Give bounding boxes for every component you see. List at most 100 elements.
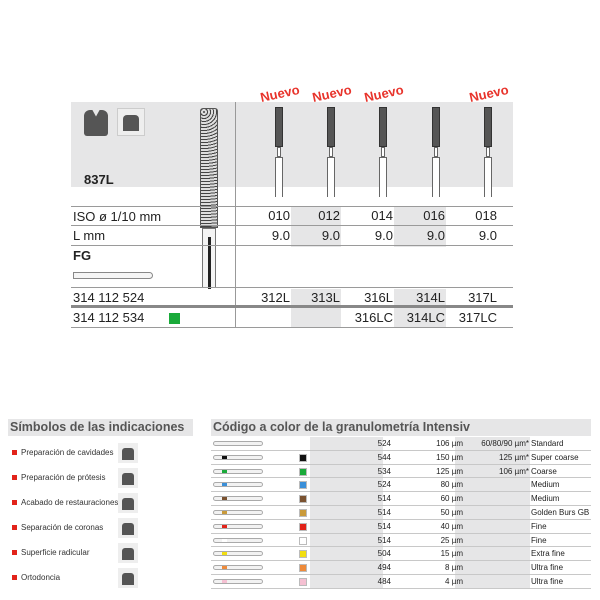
grit-size: 15 µm <box>440 549 463 559</box>
grit-name: Medium <box>531 480 560 490</box>
iso-value: 014 <box>371 208 393 223</box>
grit-name: Super coarse <box>531 452 579 462</box>
grit-size: 106 µm <box>436 439 463 448</box>
shank-color-icon <box>213 441 263 446</box>
indication-item: Superficie radicular <box>12 548 89 557</box>
cavity-prep-icon <box>118 443 138 463</box>
grit-size: 25 µm <box>440 535 463 545</box>
color-swatch <box>299 467 307 476</box>
grit-name: Coarse <box>531 466 557 476</box>
ref2-value <box>236 308 290 328</box>
ref1-value: 314L <box>416 290 445 305</box>
ref2-value <box>290 308 340 328</box>
orthodontics-icon <box>118 568 138 588</box>
indication-item: Acabado de restauraciones <box>12 498 118 507</box>
indication-label: Preparación de prótesis <box>21 473 106 482</box>
ref1-label: 314 112 524 <box>73 290 145 305</box>
grit-name: Ultra fine <box>531 563 564 573</box>
granulometry-row: 484 4 µm Ultra fine <box>211 575 591 589</box>
granulometry-row: 514 50 µm Golden Burs GB <box>211 506 591 520</box>
iso-value: 010 <box>268 208 290 223</box>
grit-name: Golden Burs GB <box>531 508 590 517</box>
length-row: L mm <box>71 226 513 246</box>
color-swatch <box>299 495 307 504</box>
ref2-label: 314 112 534 <box>73 310 145 325</box>
color-swatch <box>299 564 307 573</box>
grit-size: 8 µm <box>445 563 463 573</box>
shank-color-icon <box>213 523 263 529</box>
granulometry-row: 544 150 µm 125 µm* Super coarse <box>211 451 591 465</box>
alt-column-band <box>455 437 530 589</box>
bullet-icon <box>12 575 17 580</box>
shank-color-icon <box>213 454 263 460</box>
grit-code: 524 <box>377 439 391 448</box>
indication-label: Ortodoncia <box>21 573 61 582</box>
grit-code: 514 <box>377 508 391 517</box>
ref1-value: 312L <box>261 290 290 305</box>
grit-size: 50 µm <box>440 508 463 517</box>
grit-size: 4 µm <box>445 577 463 586</box>
shaded-column <box>394 207 446 247</box>
grit-alt-size: 106 µm* <box>499 466 529 476</box>
length-value: 9.0 <box>478 228 497 243</box>
ref2-value: 316LC <box>354 310 393 325</box>
grit-alt-size: 125 µm* <box>499 452 529 462</box>
grit-code: 534 <box>377 466 391 476</box>
grit-name: Fine <box>531 521 547 531</box>
indication-label: Acabado de restauraciones <box>21 498 119 507</box>
grit-code: 514 <box>377 494 391 504</box>
diamond-bur-image <box>200 108 218 289</box>
granulometry-row: 504 15 µm Extra fine <box>211 547 591 562</box>
length-label: L mm <box>73 228 106 243</box>
grit-size: 60 µm <box>440 494 463 504</box>
grit-name: Ultra fine <box>531 577 564 586</box>
color-swatch <box>299 522 307 531</box>
color-swatch <box>299 550 307 559</box>
color-swatch <box>299 481 307 490</box>
indications-heading-band <box>8 419 193 436</box>
shank-color-icon <box>213 468 263 474</box>
grit-code: 544 <box>377 452 391 462</box>
model-number: 837L <box>84 172 114 187</box>
granulometry-row: 524 106 µm 60/80/90 µm* Standard <box>211 437 591 451</box>
indication-label: Separación de coronas <box>21 523 104 532</box>
root-surface-icon <box>118 543 138 563</box>
grit-size: 40 µm <box>440 521 463 531</box>
fg-shank-icon <box>73 272 153 279</box>
bullet-icon <box>12 475 17 480</box>
shank-row: FG <box>71 246 513 288</box>
grit-code: 514 <box>377 535 391 545</box>
indications-title: Símbolos de las indicaciones <box>10 420 185 434</box>
ref2-row: 314 112 534 <box>71 308 513 328</box>
restoration-finish-icon <box>118 493 138 513</box>
grit-size: 125 µm <box>436 466 463 476</box>
color-swatch <box>299 509 307 517</box>
iso-row: ISO ø 1/10 mm <box>71 206 513 226</box>
grit-code: 524 <box>377 480 391 490</box>
granulometry-row: 494 8 µm Ultra fine <box>211 561 591 575</box>
indication-item: Preparación de prótesis <box>12 473 106 482</box>
grit-size: 80 µm <box>440 480 463 490</box>
column-divider <box>235 102 236 328</box>
ref1-row: 314 112 524 <box>71 288 513 308</box>
granulometry-row: 514 25 µm Fine <box>211 534 591 548</box>
code-column-band <box>310 437 383 589</box>
granulometry-row: 534 125 µm 106 µm* Coarse <box>211 465 591 479</box>
shank-color-icon <box>213 496 263 502</box>
shaded-column <box>291 289 341 328</box>
shaded-column <box>291 207 341 247</box>
granulometry-heading-band <box>211 419 591 436</box>
crown-separation-icon <box>118 518 138 538</box>
bullet-icon <box>12 450 17 455</box>
granulometry-row: 514 60 µm Medium <box>211 492 591 506</box>
indication-item: Ortodoncia <box>12 573 60 582</box>
indication-item: Preparación de cavidades <box>12 448 114 457</box>
length-value: 9.0 <box>426 228 445 243</box>
grit-alt-size: 60/80/90 µm* <box>481 439 529 448</box>
ref2-value: 317LC <box>458 310 497 325</box>
length-value: 9.0 <box>271 228 290 243</box>
grit-code: 504 <box>377 549 391 559</box>
shank-color-icon <box>213 482 263 488</box>
iso-value: 016 <box>423 208 445 223</box>
ref1-value: 317L <box>468 290 497 305</box>
